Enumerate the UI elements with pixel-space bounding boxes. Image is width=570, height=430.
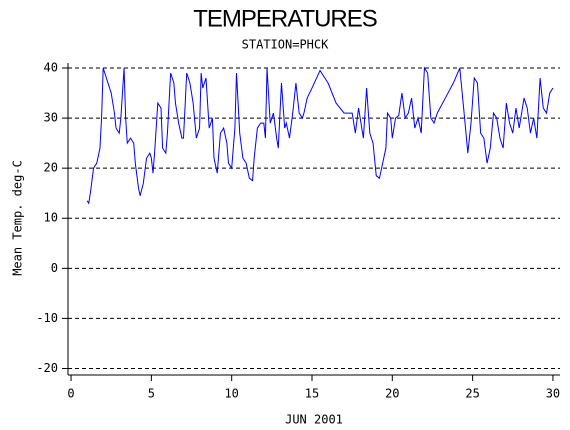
y-tick-label: -20 <box>36 361 58 375</box>
y-tick-label: 30 <box>44 111 58 125</box>
x-tick-label: 20 <box>385 387 399 401</box>
x-tick-label: 10 <box>224 387 238 401</box>
y-tick-label: 0 <box>51 261 58 275</box>
x-tick-label: 15 <box>305 387 319 401</box>
y-axis-label: Mean Temp. deg-C <box>11 160 25 276</box>
chart-subtitle: STATION=PHCK <box>242 38 329 52</box>
y-tick-label: 40 <box>44 61 58 75</box>
x-tick-label: 0 <box>67 387 74 401</box>
y-tick-label: 20 <box>44 161 58 175</box>
x-tick-label: 30 <box>546 387 560 401</box>
y-tick-label: -10 <box>36 311 58 325</box>
data-line <box>86 66 554 205</box>
y-tick-label: 10 <box>44 211 58 225</box>
x-tick-label: 25 <box>465 387 479 401</box>
x-axis-label: JUN 2001 <box>285 413 343 427</box>
x-tick-label: 5 <box>148 387 155 401</box>
chart-title: TEMPERATURES <box>193 5 377 32</box>
